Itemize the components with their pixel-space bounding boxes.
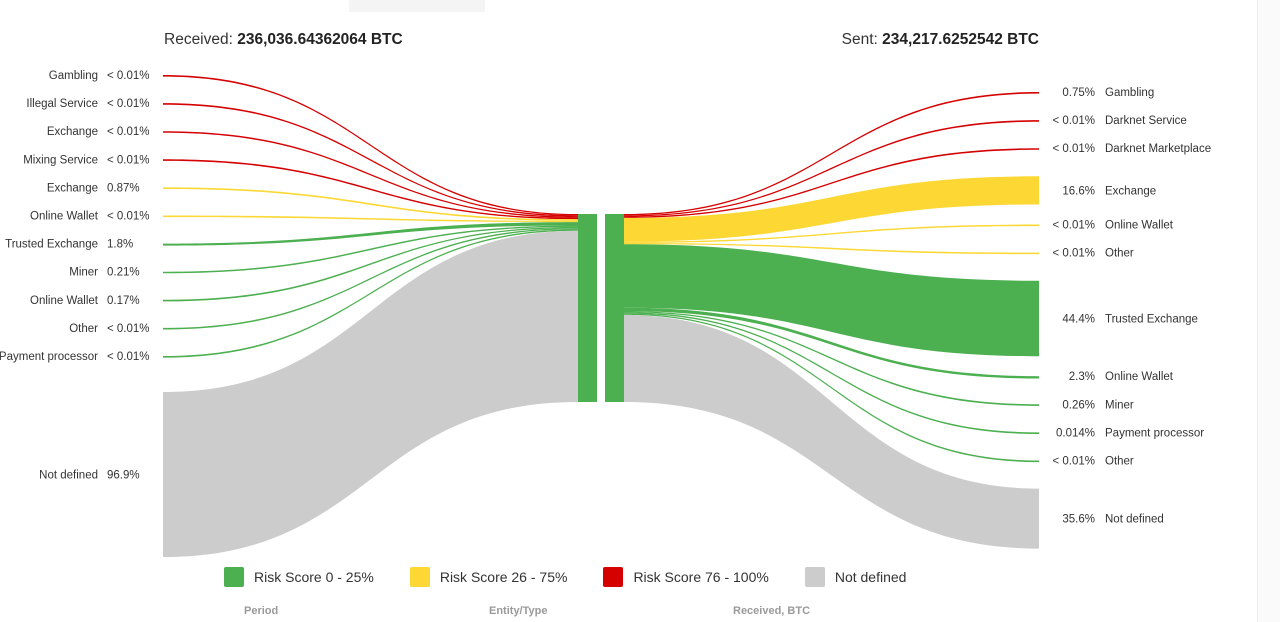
received-name-exchange: Exchange [47,126,98,138]
sent-flow-online-wallet[interactable] [624,224,1039,243]
column-header-period[interactable]: Period [244,605,279,617]
received-flow-payment-processor[interactable] [163,229,578,358]
sent-name-miner: Miner [1105,399,1134,411]
received-pct-miner: 0.21% [107,267,140,279]
sent-flow-miner[interactable] [624,311,1039,406]
received-pct-other: < 0.01% [107,323,150,335]
sent-node-bar [605,214,624,402]
legend-item-medium[interactable]: Risk Score 26 - 75% [409,567,568,587]
legend-label-high: Risk Score 76 - 100% [633,569,769,585]
received-flow-mixing-service[interactable] [163,159,578,220]
received-name-illegal-service: Illegal Service [26,98,98,110]
received-name-trusted-exchange: Trusted Exchange [5,239,98,251]
received-pct-trusted-exchange: 1.8% [107,239,133,251]
sent-flow-not-defined[interactable] [624,314,1039,549]
sent-pct-not-defined: 35.6% [1062,514,1095,526]
sent-pct-trusted-exchange: 44.4% [1062,313,1095,325]
sent-name-payment-processor: Payment processor [1105,427,1204,439]
sent-name-other: Other [1105,248,1134,260]
sent-pct-online-wallet: < 0.01% [1052,220,1095,232]
received-flow-online-wallet[interactable] [163,226,578,302]
received-pct-payment-processor: < 0.01% [107,351,150,363]
sent-name-darknet-marketplace: Darknet Marketplace [1105,143,1211,155]
received-total: Received: 236,036.64362064 BTC [164,31,403,49]
sent-name-online-wallet: Online Wallet [1105,371,1174,383]
received-name-online-wallet: Online Wallet [30,211,99,223]
sent-total-value: 234,217.6252542 BTC [882,31,1039,48]
received-flow-not-defined[interactable] [163,230,578,557]
sent-name-online-wallet: Online Wallet [1105,220,1174,232]
received-name-not-defined: Not defined [39,470,98,482]
received-flow-miner[interactable] [163,225,578,274]
sent-flow-darknet-marketplace[interactable] [624,148,1039,218]
received-pct-illegal-service: < 0.01% [107,98,150,110]
sankey-diagram: Gambling < 0.01% Illegal Service < 0.01% Exc… [0,70,1211,557]
sent-total-label: Sent: [841,31,878,48]
received-pct-online-wallet: 0.17% [107,295,140,307]
sent-pct-other: < 0.01% [1052,456,1095,468]
received-node-bar [578,214,597,402]
sent-pct-other: < 0.01% [1052,248,1095,260]
received-total-value: 236,036.64362064 BTC [237,31,403,48]
received-name-mixing-service: Mixing Service [23,154,98,166]
received-pct-not-defined: 96.9% [107,470,140,482]
received-flow-exchange[interactable] [163,187,578,221]
legend-item-low[interactable]: Risk Score 0 - 25% [224,567,374,587]
legend-swatch-undefined [804,567,825,587]
sent-pct-darknet-service: < 0.01% [1052,115,1095,127]
sent-name-other: Other [1105,456,1134,468]
top-tab[interactable] [349,0,485,12]
received-pct-online-wallet: < 0.01% [107,211,150,223]
sent-name-trusted-exchange: Trusted Exchange [1105,313,1198,325]
received-name-other: Other [69,323,98,335]
received-pct-gambling: < 0.01% [107,70,150,82]
legend-item-high[interactable]: Risk Score 76 - 100% [603,567,769,587]
scrollbar[interactable] [1257,0,1280,622]
sent-name-exchange: Exchange [1105,185,1156,197]
sent-pct-online-wallet: 2.3% [1069,371,1095,383]
sent-name-not-defined: Not defined [1105,514,1164,526]
received-pct-mixing-service: < 0.01% [107,154,150,166]
received-flow-trusted-exchange[interactable] [163,222,578,246]
received-total-label: Received: [164,31,233,48]
legend-label-low: Risk Score 0 - 25% [254,569,374,585]
sent-flow-exchange[interactable] [624,176,1039,242]
legend-swatch-medium [409,567,430,587]
sent-flow-gambling[interactable] [624,92,1039,216]
received-pct-exchange: < 0.01% [107,126,150,138]
sent-name-darknet-service: Darknet Service [1105,115,1187,127]
sent-flow-darknet-service[interactable] [624,120,1039,217]
column-header-entity-type[interactable]: Entity/Type [489,605,548,617]
received-flow-illegal-service[interactable] [163,103,578,217]
legend-swatch-high [603,567,624,587]
sent-pct-gambling: 0.75% [1062,87,1095,99]
received-name-gambling: Gambling [49,70,98,82]
legend-item-undefined[interactable]: Not defined [804,567,907,587]
received-name-exchange: Exchange [47,182,98,194]
legend-label-undefined: Not defined [834,569,907,585]
sent-flow-online-wallet[interactable] [624,307,1039,379]
received-pct-exchange: 0.87% [107,182,140,194]
received-flow-gambling[interactable] [163,75,578,216]
sent-flow-trusted-exchange[interactable] [624,244,1039,357]
sent-flow-other[interactable] [624,242,1039,255]
received-flow-exchange[interactable] [163,131,578,218]
received-flow-online-wallet[interactable] [163,215,578,223]
sent-total: Sent: 234,217.6252542 BTC [842,31,1039,49]
received-flow-other[interactable] [163,228,578,330]
sent-pct-darknet-marketplace: < 0.01% [1052,143,1095,155]
legend-label-medium: Risk Score 26 - 75% [439,569,568,585]
sent-flow-other[interactable] [624,313,1039,463]
column-header-received-btc[interactable]: Received, BTC [733,605,811,617]
legend-swatch-low [224,567,244,587]
sent-name-gambling: Gambling [1105,87,1154,99]
sent-pct-exchange: 16.6% [1062,185,1095,197]
received-name-miner: Miner [69,267,98,279]
risk-legend: Risk Score 0 - 25% Risk Score 26 - 75% R… [224,567,942,587]
received-name-online-wallet: Online Wallet [30,295,99,307]
received-name-payment-processor: Payment processor [0,351,98,363]
sent-flow-payment-processor[interactable] [624,312,1039,434]
sent-pct-miner: 0.26% [1062,399,1095,411]
sent-pct-payment-processor: 0.014% [1056,427,1095,439]
